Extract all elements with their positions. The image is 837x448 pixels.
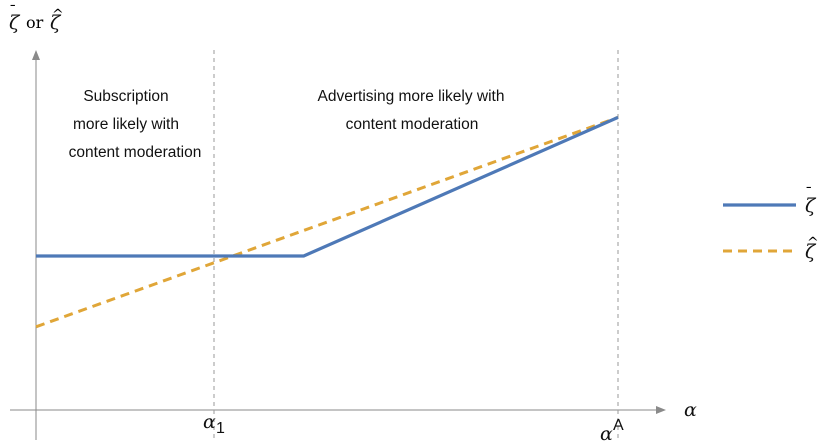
series-zeta-bar-line — [36, 115, 619, 258]
annotation-advertising-line2: content moderation — [346, 116, 479, 133]
annotation-subscription-line2: more likely with — [73, 116, 179, 133]
series-zeta-hat-line — [35, 115, 619, 329]
annotation-subscription: Subscription more likely with content mo… — [69, 88, 202, 161]
y-label-or: or — [26, 13, 44, 32]
legend-accent-zeta-bar: ¯ — [805, 184, 813, 202]
legend-accent-zeta-hat: ^ — [807, 235, 819, 251]
annotation-advertising-line1: Advertising more likely with — [318, 88, 505, 105]
x-tick-alpha1-symbol: α — [203, 411, 216, 433]
y-label-sym2: ζ — [50, 12, 62, 34]
legend: ζ ¯ ζ ^ — [723, 184, 819, 263]
legend-label-zeta-bar: ζ — [805, 195, 817, 217]
x-tick-alphaA-symbol: α — [600, 423, 613, 445]
annotation-subscription-line3: content moderation — [69, 144, 202, 161]
annotation-advertising: Advertising more likely with content mod… — [318, 88, 505, 133]
y-label-bar: ¯ — [9, 2, 17, 20]
y-label-hat: ^ — [52, 7, 64, 23]
annotation-subscription-line1: Subscription — [83, 88, 168, 105]
y-label-sym1: ζ — [9, 12, 21, 34]
x-axis-arrow — [656, 406, 666, 414]
x-tick-alpha1-sub: 1 — [216, 420, 225, 437]
x-axis-label: α — [684, 399, 697, 421]
legend-label-zeta-hat: ζ — [805, 241, 817, 263]
x-tick-alphaA: α A — [600, 417, 624, 445]
x-tick-alpha1: α 1 — [203, 411, 225, 437]
y-axis-label: ζ ¯ or ζ ^ — [9, 2, 64, 34]
x-tick-alphaA-sup: A — [613, 417, 624, 434]
y-axis-arrow — [32, 50, 40, 60]
